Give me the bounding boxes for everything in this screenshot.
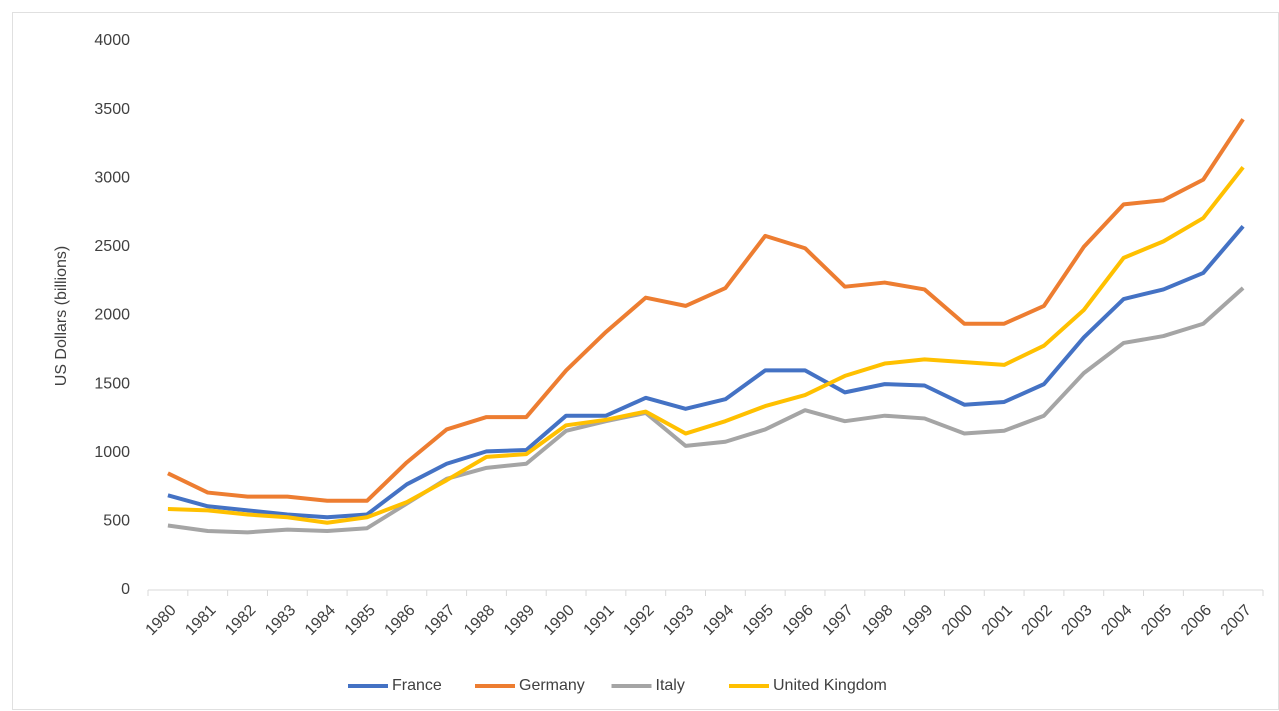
x-tick-label: 1981 xyxy=(182,602,219,639)
x-tick-label: 2004 xyxy=(1098,602,1135,639)
x-tick-label: 1980 xyxy=(143,602,180,639)
y-tick-label: 2500 xyxy=(94,238,130,255)
x-tick-label: 1991 xyxy=(581,602,618,639)
x-tick-label: 1985 xyxy=(342,602,379,639)
x-tick-label: 2000 xyxy=(939,602,976,639)
x-tick-label: 2003 xyxy=(1058,602,1095,639)
y-tick-label: 1000 xyxy=(94,444,130,461)
x-tick-label: 1993 xyxy=(660,602,697,639)
x-tick-label: 1982 xyxy=(222,602,259,639)
x-tick-label: 1987 xyxy=(421,602,458,639)
y-tick-label: 2000 xyxy=(94,307,130,324)
series-line xyxy=(167,118,1245,503)
y-tick-label: 3500 xyxy=(94,101,130,118)
x-tick-label: 1990 xyxy=(541,602,578,639)
x-tick-label: 1995 xyxy=(740,602,777,639)
y-axis-label: US Dollars (billions) xyxy=(53,246,70,386)
x-tick-label: 1986 xyxy=(381,602,418,639)
x-tick-label: 2001 xyxy=(979,602,1016,639)
x-tick-label: 1988 xyxy=(461,602,498,639)
series-line xyxy=(167,166,1245,525)
x-tick-label: 1983 xyxy=(262,602,299,639)
y-tick-label: 4000 xyxy=(94,32,130,49)
legend-label: United Kingdom xyxy=(773,677,887,694)
x-tick-label: 1997 xyxy=(819,602,856,639)
x-tick-label: 2005 xyxy=(1138,602,1175,639)
x-tick-label: 1994 xyxy=(700,602,737,639)
x-tick-label: 2006 xyxy=(1178,602,1215,639)
x-tick-label: 2007 xyxy=(1218,602,1255,639)
x-tick-label: 2002 xyxy=(1019,602,1056,639)
y-tick-label: 1500 xyxy=(94,375,130,392)
x-tick-label: 1996 xyxy=(780,602,817,639)
series-line xyxy=(167,224,1245,520)
y-tick-label: 0 xyxy=(121,581,130,598)
x-tick-label: 1992 xyxy=(620,602,657,639)
x-tick-label: 1984 xyxy=(302,602,339,639)
legend-label: France xyxy=(392,677,442,694)
series-line xyxy=(167,286,1245,535)
y-tick-label: 500 xyxy=(103,513,130,530)
legend-label: Germany xyxy=(519,677,585,694)
x-tick-label: 1999 xyxy=(899,602,936,639)
y-tick-label: 3000 xyxy=(94,169,130,186)
x-tick-label: 1989 xyxy=(501,602,538,639)
x-tick-label: 1998 xyxy=(859,602,896,639)
legend-label: Italy xyxy=(656,677,685,694)
